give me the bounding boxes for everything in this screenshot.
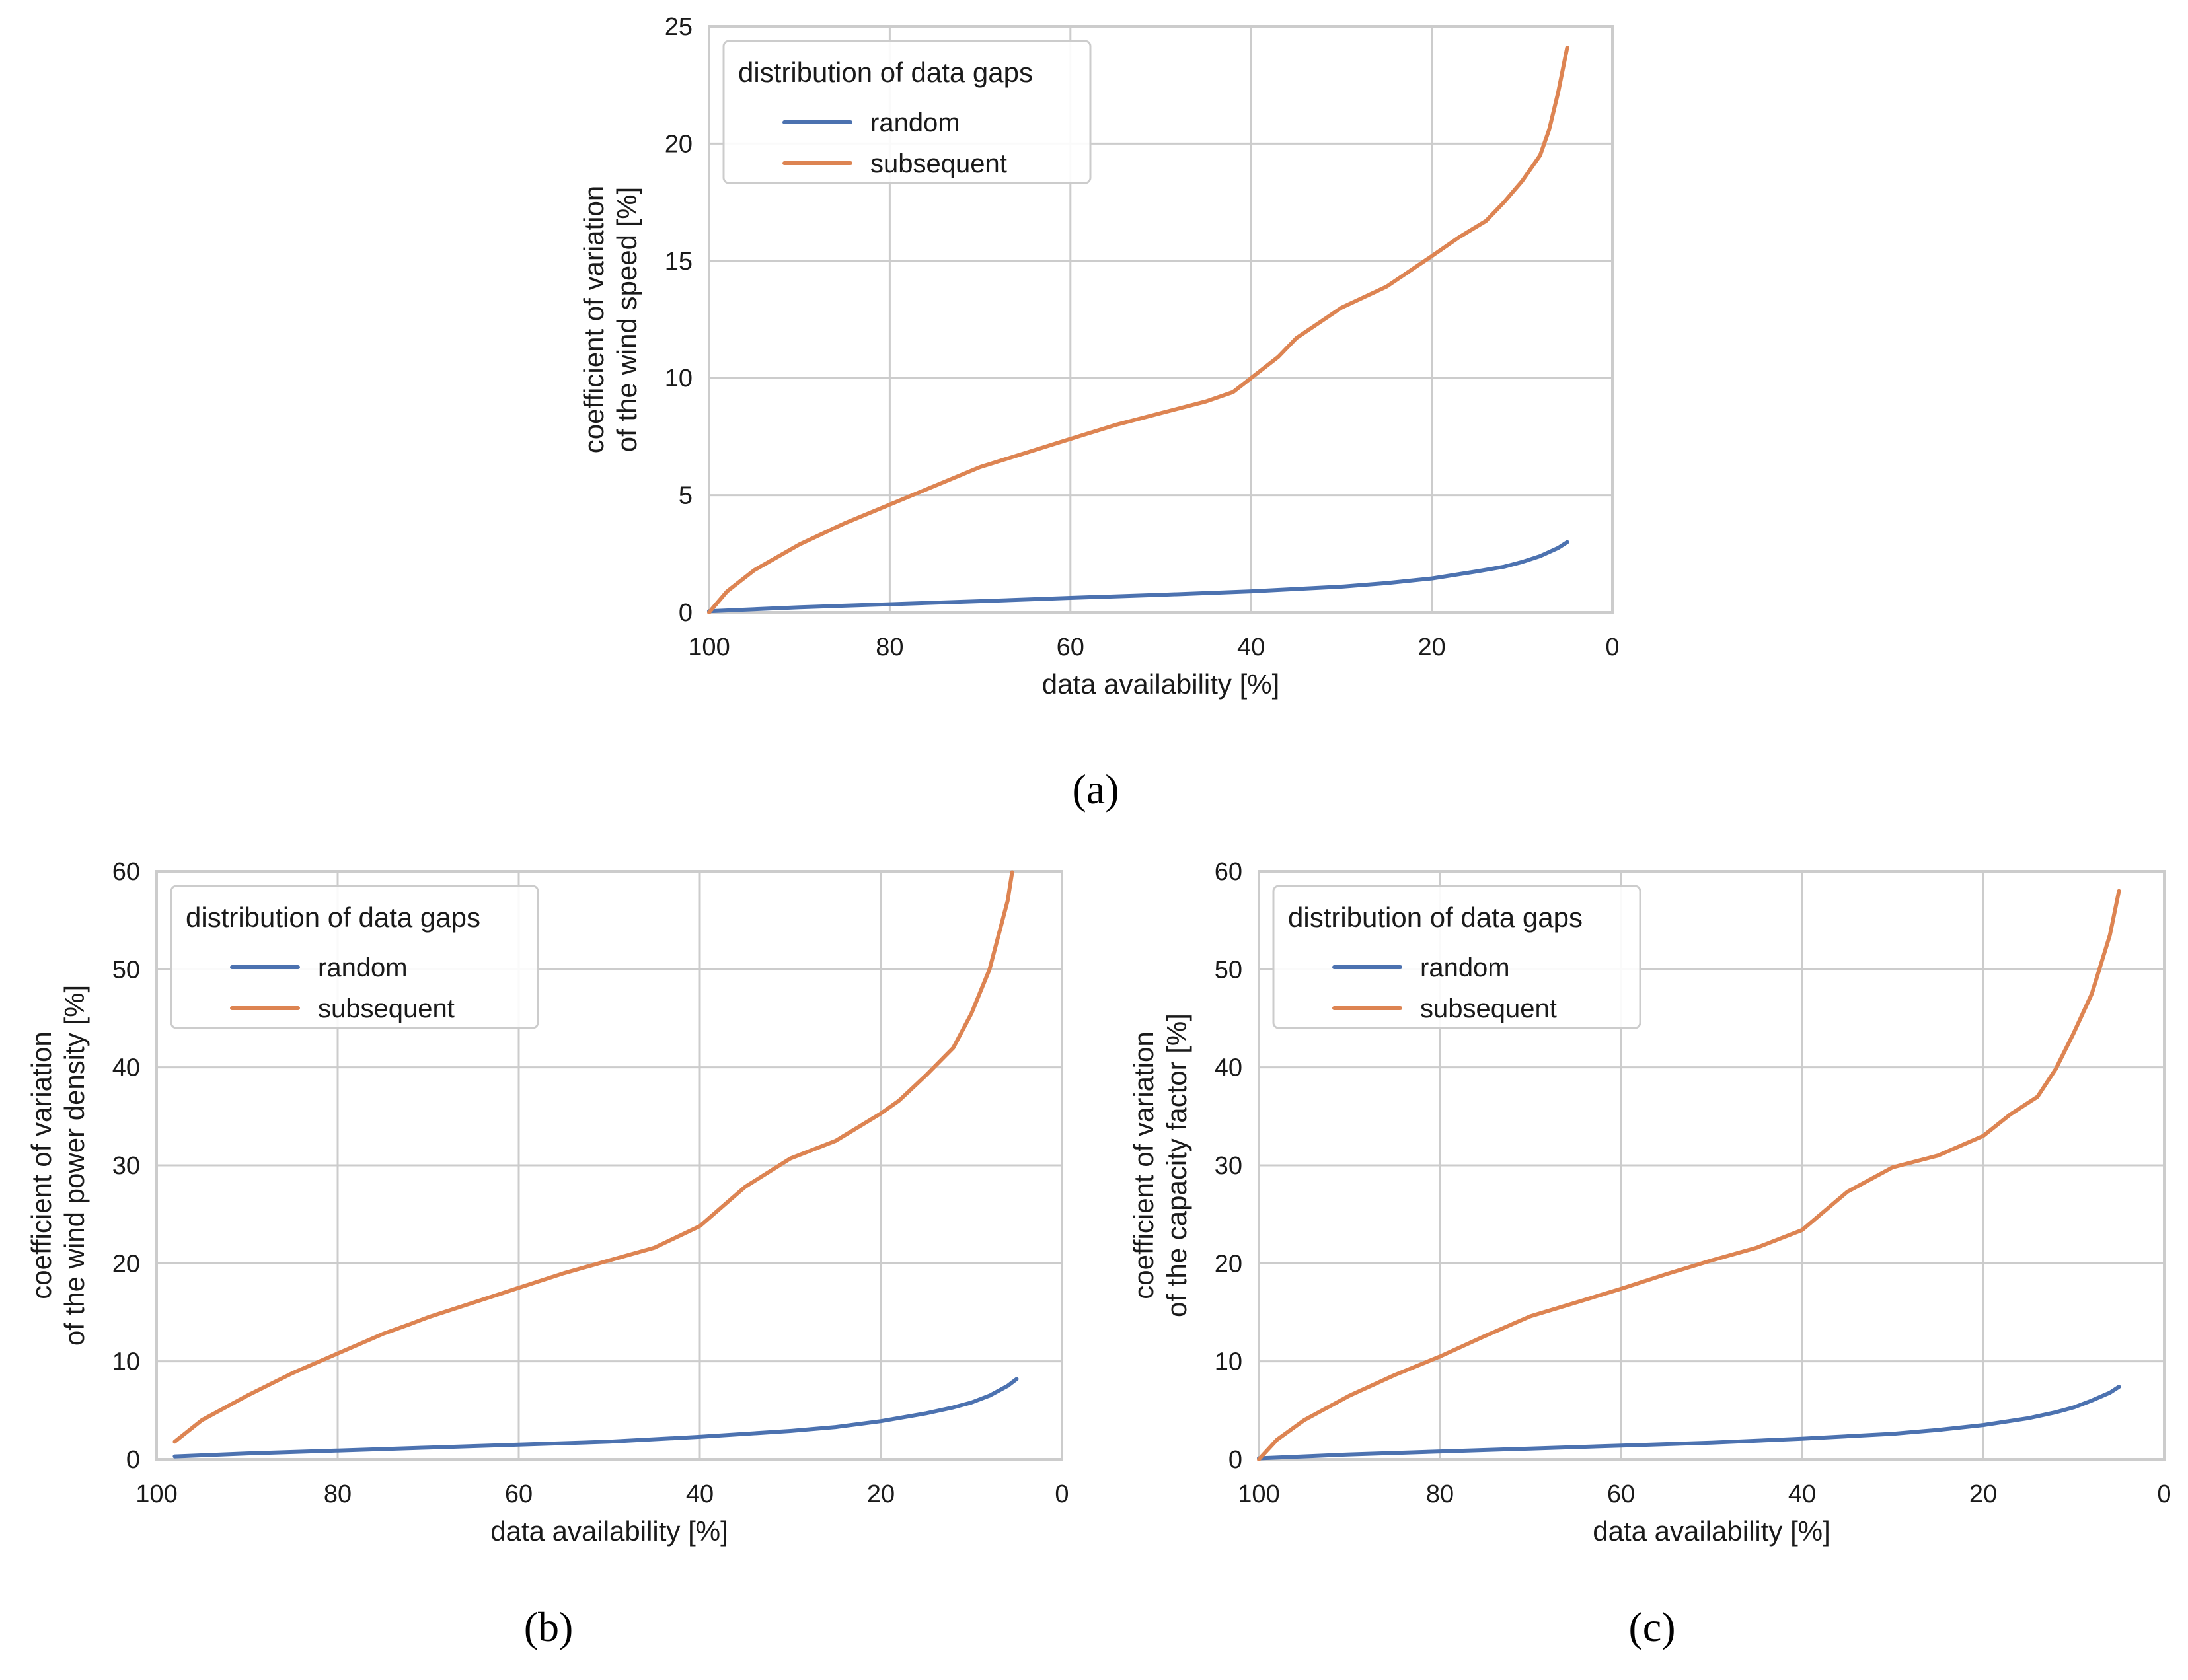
plot-frame: [1258, 870, 2166, 1461]
y-tick-label: 30: [112, 1152, 140, 1180]
x-tick-label: 80: [1426, 1480, 1454, 1508]
legend-label-random: random: [318, 953, 408, 982]
legend-box: [170, 885, 539, 1029]
x-tick-label: 0: [1055, 1480, 1069, 1508]
x-tick-label: 20: [867, 1480, 895, 1508]
y-axis-label: of the capacity factor [%]: [1161, 1013, 1192, 1317]
legend: distribution of data gaps random subsequen…: [170, 885, 539, 1029]
legend-title: distribution of data gaps: [186, 902, 480, 933]
panel-caption-b: (b): [524, 1603, 574, 1650]
y-tick-label: 15: [665, 248, 693, 275]
series-line-random: [1257, 1385, 2121, 1461]
legend: distribution of data gaps random subsequen…: [1272, 885, 1641, 1029]
series-line-subsequent: [1257, 889, 2121, 1461]
y-axis-label: of the wind speed [%]: [611, 187, 642, 453]
panel-caption-c: (c): [1628, 1603, 1675, 1650]
y-tick-label: 50: [1215, 956, 1242, 984]
y-tick-label: 30: [1215, 1152, 1242, 1180]
plot-frame: [708, 25, 1614, 614]
y-tick-label: 20: [112, 1250, 140, 1278]
chart-c: 100 80 60 40 20 0 0 10 20 30 40 50 60 data availabili…: [1128, 858, 2171, 1547]
chart-a: 100 80 60 40 20 0 0 5 10 15 20 25 data availability …: [578, 13, 1620, 700]
x-tick-label: 0: [1605, 634, 1619, 661]
y-tick-label: 0: [126, 1446, 140, 1474]
series-line-random: [707, 540, 1569, 614]
legend-label-random: random: [870, 108, 960, 137]
y-tick-label: 10: [1215, 1348, 1242, 1376]
x-tick-label: 20: [1417, 634, 1445, 661]
y-axis-label: of the wind power density [%]: [59, 985, 90, 1346]
x-tick-label: 100: [1238, 1480, 1279, 1508]
y-axis-label: coefficient of variation: [1128, 1031, 1159, 1299]
series-line-subsequent: [172, 870, 1014, 1444]
y-tick-label: 60: [112, 858, 140, 886]
y-axis-label: coefficient of variation: [26, 1031, 57, 1299]
chart-b: 100 80 60 40 20 0 0 10 20 30 40 50 60 data availabili…: [26, 858, 1069, 1547]
y-axis-label: coefficient of variation: [578, 186, 609, 453]
legend-box: [1272, 885, 1641, 1029]
panel-caption-a: (a): [1072, 766, 1119, 813]
x-tick-label: 100: [135, 1480, 177, 1508]
x-tick-label: 80: [876, 634, 903, 661]
y-tick-label: 0: [679, 599, 693, 627]
x-tick-label: 20: [1969, 1480, 1997, 1508]
x-tick-label: 40: [686, 1480, 714, 1508]
y-tick-label: 50: [112, 956, 140, 984]
x-tick-label: 60: [505, 1480, 533, 1508]
y-tick-label: 10: [112, 1348, 140, 1376]
x-tick-label: 40: [1237, 634, 1265, 661]
legend-label-random: random: [1420, 953, 1510, 982]
legend: distribution of data gaps random subsequen…: [722, 40, 1092, 184]
series-line-subsequent: [707, 45, 1569, 614]
x-axis-label: data availability [%]: [1593, 1516, 1830, 1547]
legend-label-subsequent: subsequent: [1420, 994, 1557, 1023]
y-tick-label: 60: [1215, 858, 1242, 886]
x-axis-label: data availability [%]: [1042, 669, 1280, 700]
legend-box: [722, 40, 1092, 184]
x-axis-label: data availability [%]: [490, 1516, 728, 1547]
plot-frame: [155, 870, 1063, 1461]
x-tick-label: 0: [2157, 1480, 2171, 1508]
legend-label-subsequent: subsequent: [318, 994, 455, 1023]
y-tick-label: 40: [112, 1054, 140, 1082]
y-tick-label: 20: [1215, 1250, 1242, 1278]
x-tick-label: 60: [1607, 1480, 1635, 1508]
legend-title: distribution of data gaps: [738, 57, 1033, 88]
y-tick-label: 25: [665, 13, 693, 41]
y-tick-label: 5: [679, 482, 693, 510]
y-tick-label: 10: [665, 365, 693, 392]
x-tick-label: 80: [324, 1480, 352, 1508]
y-tick-label: 40: [1215, 1054, 1242, 1082]
y-tick-label: 0: [1228, 1446, 1242, 1474]
series-line-random: [172, 1377, 1019, 1459]
x-tick-label: 40: [1788, 1480, 1816, 1508]
legend-title: distribution of data gaps: [1288, 902, 1583, 933]
x-tick-label: 60: [1057, 634, 1084, 661]
legend-label-subsequent: subsequent: [870, 149, 1007, 178]
x-tick-label: 100: [688, 634, 730, 661]
y-tick-label: 20: [665, 130, 693, 158]
